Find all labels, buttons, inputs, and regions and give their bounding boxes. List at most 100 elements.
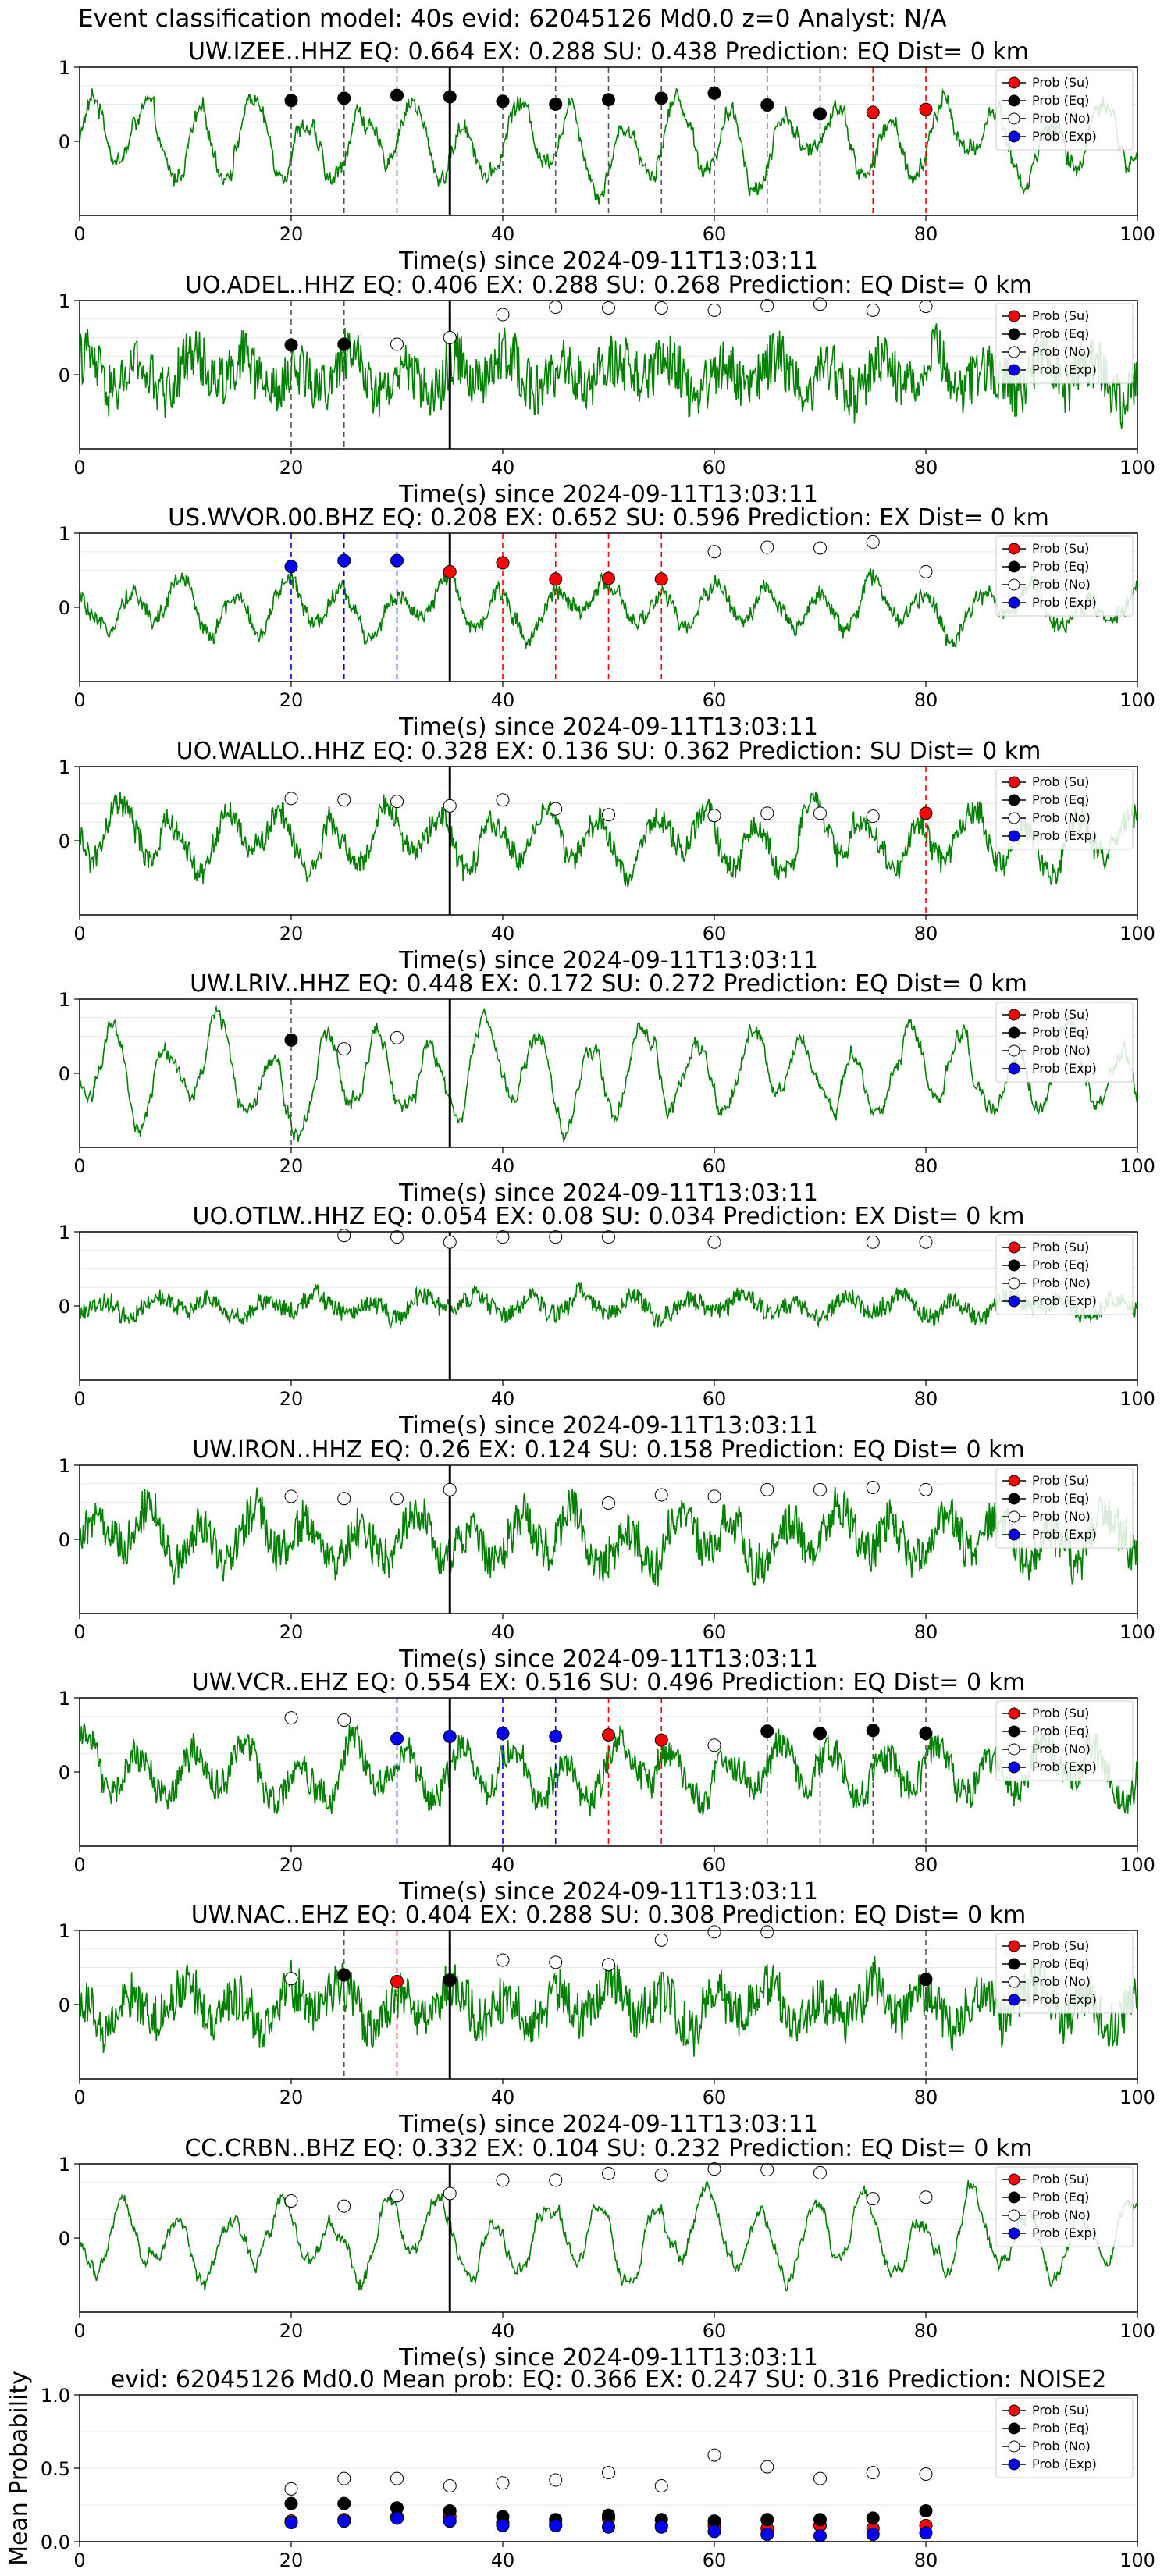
x-tick-label: 40 — [491, 2320, 515, 2342]
prob-marker-eq — [443, 1973, 457, 1987]
x-tick-label: 80 — [914, 923, 938, 945]
prob-marker-no — [813, 806, 827, 820]
prob-marker-exp — [390, 553, 404, 568]
x-axis-label: Time(s) since 2024-09-11T13:03:11 — [398, 247, 818, 275]
axes-frame — [79, 2163, 1138, 2313]
prob-marker-no — [390, 1492, 404, 1506]
legend-label-eq: Prob (Eq) — [1032, 559, 1089, 574]
prob-marker-no — [284, 1972, 298, 1986]
prob-marker-no — [707, 1235, 721, 1249]
legend-label-no: Prob (No) — [1032, 111, 1091, 126]
legend-marker-exp — [1008, 830, 1020, 842]
legend-label-exp: Prob (Exp) — [1032, 1992, 1097, 2007]
legend-label-exp: Prob (Exp) — [1032, 1061, 1097, 1076]
waveform-trace — [79, 1486, 1138, 1587]
prob-marker-eq — [813, 107, 827, 121]
legend-marker-no — [1008, 2440, 1020, 2453]
prob-marker-exp — [443, 1729, 457, 1743]
x-tick-label: 60 — [703, 457, 727, 479]
x-tick-label: 100 — [1119, 1854, 1155, 1876]
x-axis-label: Time(s) since 2024-09-11T13:03:11 — [398, 2111, 818, 2138]
legend-marker-exp — [1008, 2458, 1020, 2471]
x-axis-label: Time(s) since 2024-09-11T13:03:11 — [398, 2344, 818, 2371]
x-tick-label: 60 — [703, 1854, 727, 1876]
legend-label-su: Prob (Su) — [1032, 2403, 1089, 2418]
prob-marker-eq — [654, 91, 668, 105]
prob-marker-no — [760, 2163, 774, 2177]
legend-label-no: Prob (No) — [1032, 1043, 1091, 1058]
panel-title: evid: 62045126 Md0.0 Mean prob: EQ: 0.36… — [111, 2366, 1107, 2393]
legend-label-no: Prob (No) — [1032, 2439, 1091, 2453]
legend-marker-su — [1008, 543, 1020, 555]
mean-prob-point-no — [549, 2473, 563, 2487]
legend-marker-exp — [1008, 1528, 1020, 1541]
prob-marker-no — [707, 2162, 721, 2176]
prob-marker-no — [654, 301, 668, 315]
prob-marker-exp — [549, 1729, 563, 1743]
y-tick-label: 0 — [59, 597, 70, 619]
legend-label-no: Prob (No) — [1032, 1974, 1091, 1989]
prob-marker-no — [602, 301, 615, 315]
legend-marker-no — [1008, 1044, 1020, 1057]
legend-marker-eq — [1008, 794, 1020, 806]
legend-marker-eq — [1008, 94, 1020, 107]
x-axis-label: Time(s) since 2024-09-11T13:03:11 — [398, 481, 818, 508]
y-tick-label: 0 — [59, 365, 70, 386]
legend-box — [995, 1468, 1134, 1549]
prob-marker-no — [760, 299, 774, 313]
legend-label-su: Prob (Su) — [1032, 774, 1089, 789]
mean-prob-point-exp — [443, 2514, 457, 2528]
mean-prob-point-exp — [654, 2520, 668, 2534]
prob-marker-no — [549, 802, 563, 816]
legend-label-su: Prob (Su) — [1032, 1706, 1089, 1720]
prob-marker-no — [337, 1229, 351, 1243]
legend-marker-eq — [1008, 328, 1020, 340]
prob-marker-no — [390, 2189, 404, 2203]
prob-marker-no — [496, 308, 510, 322]
x-tick-label: 40 — [491, 2087, 515, 2108]
x-tick-label: 40 — [491, 223, 515, 245]
mean-prob-point-no — [654, 2479, 668, 2493]
mean-prob-point-no — [337, 2471, 351, 2485]
prob-marker-no — [390, 1230, 404, 1244]
prob-marker-eq — [390, 88, 404, 102]
waveform-trace — [79, 1282, 1138, 1329]
mean-prob-point-no — [707, 2448, 721, 2462]
y-tick-label: 0 — [59, 1296, 70, 1318]
x-tick-label: 0 — [73, 2320, 85, 2342]
prob-marker-no — [337, 2199, 351, 2213]
legend-label-su: Prob (Su) — [1032, 2172, 1089, 2186]
waveform-trace — [79, 1955, 1138, 2057]
mean-prob-point-no — [390, 2471, 404, 2485]
legend-label-su: Prob (Su) — [1032, 1007, 1089, 1022]
y-tick-label: 1 — [59, 1688, 70, 1710]
prob-marker-no — [337, 1713, 351, 1727]
x-tick-label: 40 — [491, 689, 515, 711]
prob-marker-su — [602, 571, 615, 585]
prob-marker-eq — [707, 86, 721, 100]
x-tick-label: 20 — [279, 2549, 304, 2571]
legend-label-exp: Prob (Exp) — [1032, 1527, 1097, 1542]
x-axis-label: Time(s) since 2024-09-11T13:03:11 — [398, 947, 818, 974]
x-tick-label: 100 — [1119, 2320, 1155, 2342]
x-tick-label: 80 — [914, 1388, 938, 1410]
prob-marker-eq — [919, 1973, 933, 1987]
y-tick-label: 0 — [59, 1762, 70, 1784]
prob-marker-eq — [337, 337, 351, 351]
legend-marker-eq — [1008, 1958, 1020, 1970]
legend-marker-su — [1008, 1241, 1020, 1254]
legend-marker-no — [1008, 812, 1020, 824]
prob-marker-no — [707, 809, 721, 823]
legend-marker-no — [1008, 1277, 1020, 1290]
legend-marker-su — [1008, 310, 1020, 322]
prob-marker-no — [707, 1489, 721, 1503]
prob-marker-su — [866, 105, 880, 119]
x-tick-label: 80 — [914, 2549, 938, 2571]
panel-title: CC.CRBN..BHZ EQ: 0.332 EX: 0.104 SU: 0.2… — [184, 2135, 1032, 2162]
waveform-trace — [79, 323, 1138, 429]
y-tick-label: 0 — [59, 1063, 70, 1085]
prob-marker-no — [654, 2168, 668, 2182]
y-tick-label: 0.0 — [41, 2532, 70, 2553]
x-tick-label: 0 — [73, 223, 85, 245]
mean-prob-point-no — [602, 2466, 615, 2480]
